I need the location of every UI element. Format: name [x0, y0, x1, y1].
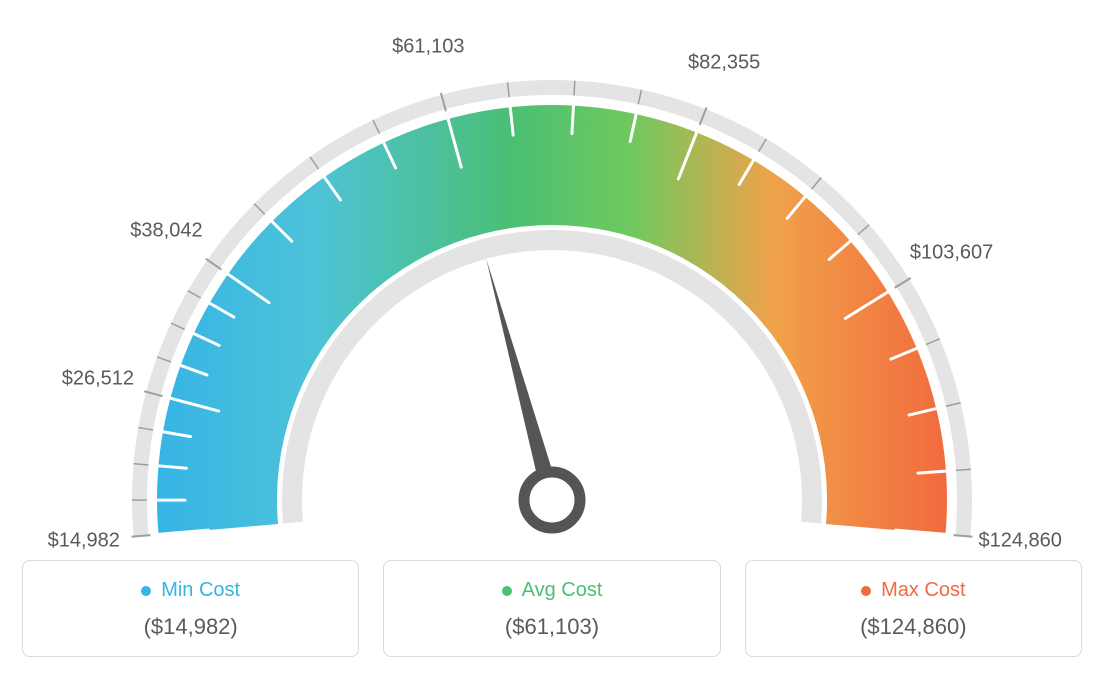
legend-value-max: ($124,860) [756, 614, 1071, 640]
dot-icon-min [141, 586, 151, 596]
gauge-tick-label: $61,103 [392, 35, 464, 58]
gauge-tick-label: $14,982 [48, 529, 120, 552]
gauge-svg [22, 20, 1082, 550]
gauge-tick-label: $82,355 [688, 51, 760, 74]
legend-card-min: Min Cost ($14,982) [22, 560, 359, 657]
legend-value-avg: ($61,103) [394, 614, 709, 640]
legend-card-max: Max Cost ($124,860) [745, 560, 1082, 657]
legend-title-max-text: Max Cost [881, 579, 965, 602]
dot-icon-avg [502, 586, 512, 596]
legend-card-avg: Avg Cost ($61,103) [383, 560, 720, 657]
gauge-tick-label: $26,512 [62, 367, 134, 390]
dot-icon-max [861, 586, 871, 596]
legend-title-max: Max Cost [861, 579, 965, 602]
gauge-chart: $14,982 $26,512 $38,042 $61,103 $82,355 $103,… [22, 20, 1082, 550]
gauge-tick-label: $103,607 [910, 241, 993, 264]
legend-title-avg: Avg Cost [502, 579, 603, 602]
legend-title-avg-text: Avg Cost [522, 579, 603, 602]
gauge-tick-label: $38,042 [130, 220, 202, 243]
legend-row: Min Cost ($14,982) Avg Cost ($61,103) Ma… [22, 560, 1082, 657]
legend-value-min: ($14,982) [33, 614, 348, 640]
gauge-tick-label: $124,860 [978, 529, 1061, 552]
legend-title-min-text: Min Cost [161, 579, 240, 602]
legend-title-min: Min Cost [141, 579, 240, 602]
